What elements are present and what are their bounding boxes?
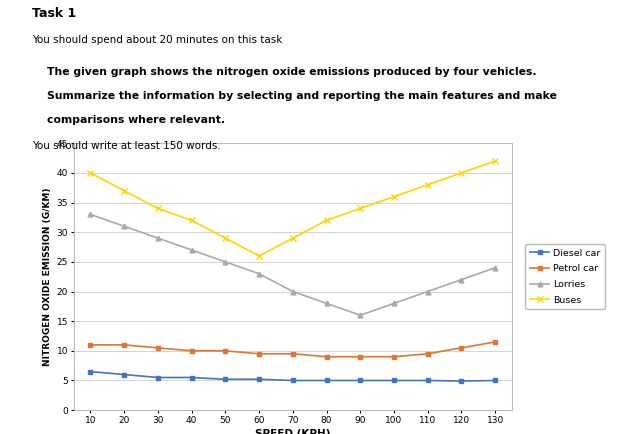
Text: You should write at least 150 words.: You should write at least 150 words. xyxy=(32,141,221,151)
Petrol car xyxy=(424,351,431,356)
Diesel car xyxy=(221,377,229,382)
Diesel car xyxy=(154,375,162,380)
Text: Task 1: Task 1 xyxy=(32,7,76,20)
Lorries xyxy=(458,277,465,282)
Diesel car xyxy=(356,378,364,383)
Text: You should spend about 20 minutes on this task: You should spend about 20 minutes on thi… xyxy=(32,35,282,45)
Buses xyxy=(424,182,431,187)
Buses xyxy=(188,218,195,223)
Buses xyxy=(154,206,162,211)
Petrol car xyxy=(492,339,499,345)
X-axis label: SPEED (KPH): SPEED (KPH) xyxy=(255,429,330,434)
Y-axis label: NITROGEN OXIDE EMISSION (G/KM): NITROGEN OXIDE EMISSION (G/KM) xyxy=(44,187,52,366)
Line: Petrol car: Petrol car xyxy=(88,339,497,359)
Lorries xyxy=(154,236,162,241)
Buses xyxy=(458,170,465,175)
Buses xyxy=(255,253,263,259)
Lorries xyxy=(86,212,94,217)
Diesel car xyxy=(458,378,465,384)
Petrol car xyxy=(188,348,195,353)
Text: Summarize the information by selecting and reporting the main features and make: Summarize the information by selecting a… xyxy=(32,91,557,101)
Petrol car xyxy=(255,351,263,356)
Lorries xyxy=(323,301,330,306)
Lorries xyxy=(390,301,398,306)
Buses xyxy=(221,236,229,241)
Petrol car xyxy=(390,354,398,359)
Petrol car xyxy=(289,351,297,356)
Lorries xyxy=(356,312,364,318)
Lorries xyxy=(289,289,297,294)
Petrol car xyxy=(221,348,229,353)
Diesel car xyxy=(188,375,195,380)
Line: Diesel car: Diesel car xyxy=(88,369,497,384)
Lorries xyxy=(255,271,263,276)
Lorries xyxy=(120,224,128,229)
Legend: Diesel car, Petrol car, Lorries, Buses: Diesel car, Petrol car, Lorries, Buses xyxy=(525,244,605,309)
Lorries xyxy=(188,247,195,253)
Text: The given graph shows the nitrogen oxide emissions produced by four vehicles.: The given graph shows the nitrogen oxide… xyxy=(32,67,536,77)
Lorries xyxy=(221,259,229,264)
Lorries xyxy=(492,265,499,270)
Diesel car xyxy=(424,378,431,383)
Diesel car xyxy=(255,377,263,382)
Diesel car xyxy=(289,378,297,383)
Buses xyxy=(289,236,297,241)
Buses xyxy=(492,158,499,164)
Petrol car xyxy=(86,342,94,348)
Diesel car xyxy=(390,378,398,383)
Text: comparisons where relevant.: comparisons where relevant. xyxy=(32,115,225,125)
Buses xyxy=(120,188,128,193)
Diesel car xyxy=(323,378,330,383)
Line: Lorries: Lorries xyxy=(88,212,497,318)
Petrol car xyxy=(356,354,364,359)
Buses xyxy=(390,194,398,199)
Line: Buses: Buses xyxy=(87,158,499,259)
Buses xyxy=(356,206,364,211)
Diesel car xyxy=(492,378,499,383)
Lorries xyxy=(424,289,431,294)
Petrol car xyxy=(154,345,162,351)
Petrol car xyxy=(120,342,128,348)
Diesel car xyxy=(120,372,128,377)
Buses xyxy=(323,218,330,223)
Diesel car xyxy=(86,369,94,374)
Petrol car xyxy=(323,354,330,359)
Petrol car xyxy=(458,345,465,351)
Buses xyxy=(86,170,94,175)
